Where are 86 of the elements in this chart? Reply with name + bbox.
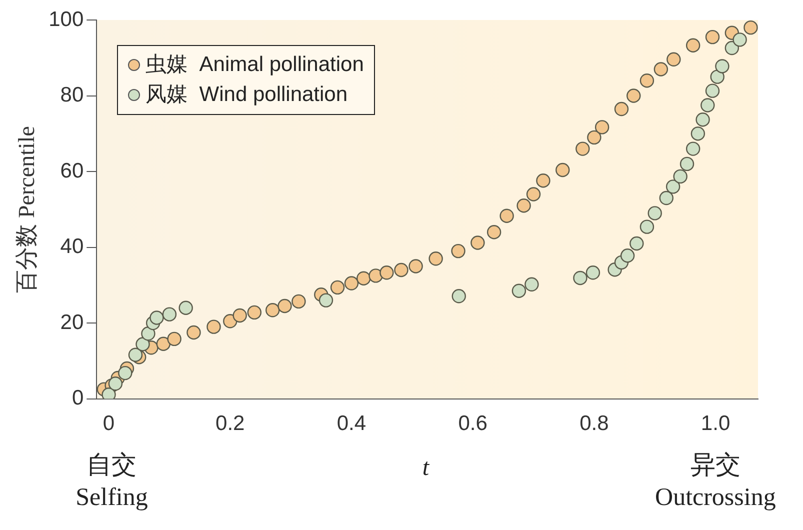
- point: [648, 206, 662, 220]
- x-tick-label: 0.6: [458, 412, 488, 436]
- point: [486, 225, 502, 240]
- x-tick-label: 0.2: [216, 412, 245, 436]
- point: [536, 174, 550, 188]
- point: [232, 308, 247, 323]
- point: [452, 289, 466, 304]
- point: [696, 112, 710, 127]
- point: [732, 32, 747, 47]
- y-axis-title: 百分数 Percentile: [14, 126, 39, 293]
- point: [586, 266, 600, 280]
- point: [524, 277, 539, 292]
- point: [640, 220, 654, 234]
- point: [673, 169, 688, 184]
- point: [368, 268, 383, 283]
- point: [167, 332, 182, 346]
- point: [178, 300, 193, 315]
- point: [408, 259, 423, 274]
- text: 自交 Selfing: [76, 450, 148, 513]
- point: [744, 20, 758, 35]
- point: [654, 62, 668, 76]
- point: [118, 366, 132, 380]
- point: [470, 236, 485, 250]
- point: [292, 294, 306, 309]
- point: [223, 314, 238, 328]
- point: [705, 84, 720, 98]
- point: [141, 326, 156, 341]
- point: [690, 126, 706, 141]
- point: [700, 98, 715, 112]
- point: [640, 74, 654, 88]
- x-tick-label: 1.0: [700, 412, 730, 436]
- point: [136, 337, 150, 352]
- x-tick-label: 0: [102, 412, 115, 436]
- point: [705, 30, 720, 44]
- point: [659, 190, 674, 206]
- y-tick-label: 60: [60, 159, 84, 182]
- point: [715, 59, 730, 74]
- point: [394, 262, 408, 278]
- point: [380, 266, 394, 280]
- point: [576, 142, 590, 156]
- point: [710, 70, 724, 84]
- point: [587, 130, 602, 145]
- point: [247, 305, 262, 320]
- point: [428, 252, 443, 266]
- y-tick-label: 80: [60, 84, 84, 107]
- point: [500, 208, 514, 223]
- y-tick-label: 0: [72, 386, 84, 410]
- x-tick-label: 0.8: [580, 412, 609, 436]
- point: [666, 180, 680, 194]
- point: [265, 303, 280, 318]
- point: [573, 270, 588, 286]
- y-tick-label: 20: [60, 310, 84, 334]
- y-tick-label: 40: [60, 235, 84, 258]
- point: [686, 38, 700, 52]
- point: [156, 336, 170, 351]
- point: [162, 307, 177, 322]
- point: [356, 271, 371, 286]
- x-axis-title: t: [422, 455, 429, 482]
- point: [630, 236, 644, 251]
- text: 异交 Outcrossing: [655, 450, 776, 513]
- point: [724, 40, 740, 56]
- point: [344, 276, 359, 290]
- point: [451, 244, 466, 258]
- point: [278, 298, 292, 314]
- point: [186, 325, 201, 340]
- point: [206, 320, 221, 334]
- point: [512, 284, 526, 298]
- point: [626, 88, 641, 103]
- legend-label: 风媒 Wind pollination: [144, 82, 349, 108]
- point: [516, 198, 531, 213]
- point: [666, 52, 681, 66]
- point: [620, 248, 635, 263]
- point: [526, 187, 541, 202]
- point: [594, 120, 610, 134]
- point: [686, 142, 700, 156]
- y-tick-label: 100: [48, 8, 84, 31]
- point: [150, 310, 164, 325]
- point: [318, 293, 334, 308]
- point: [680, 156, 694, 172]
- x-tick-label: 0.4: [336, 412, 366, 436]
- point: [614, 102, 629, 116]
- legend-label: 虫媒 Animal pollination: [144, 52, 364, 78]
- point: [128, 348, 143, 362]
- point: [108, 376, 123, 391]
- point: [556, 162, 570, 178]
- point: [330, 280, 345, 295]
